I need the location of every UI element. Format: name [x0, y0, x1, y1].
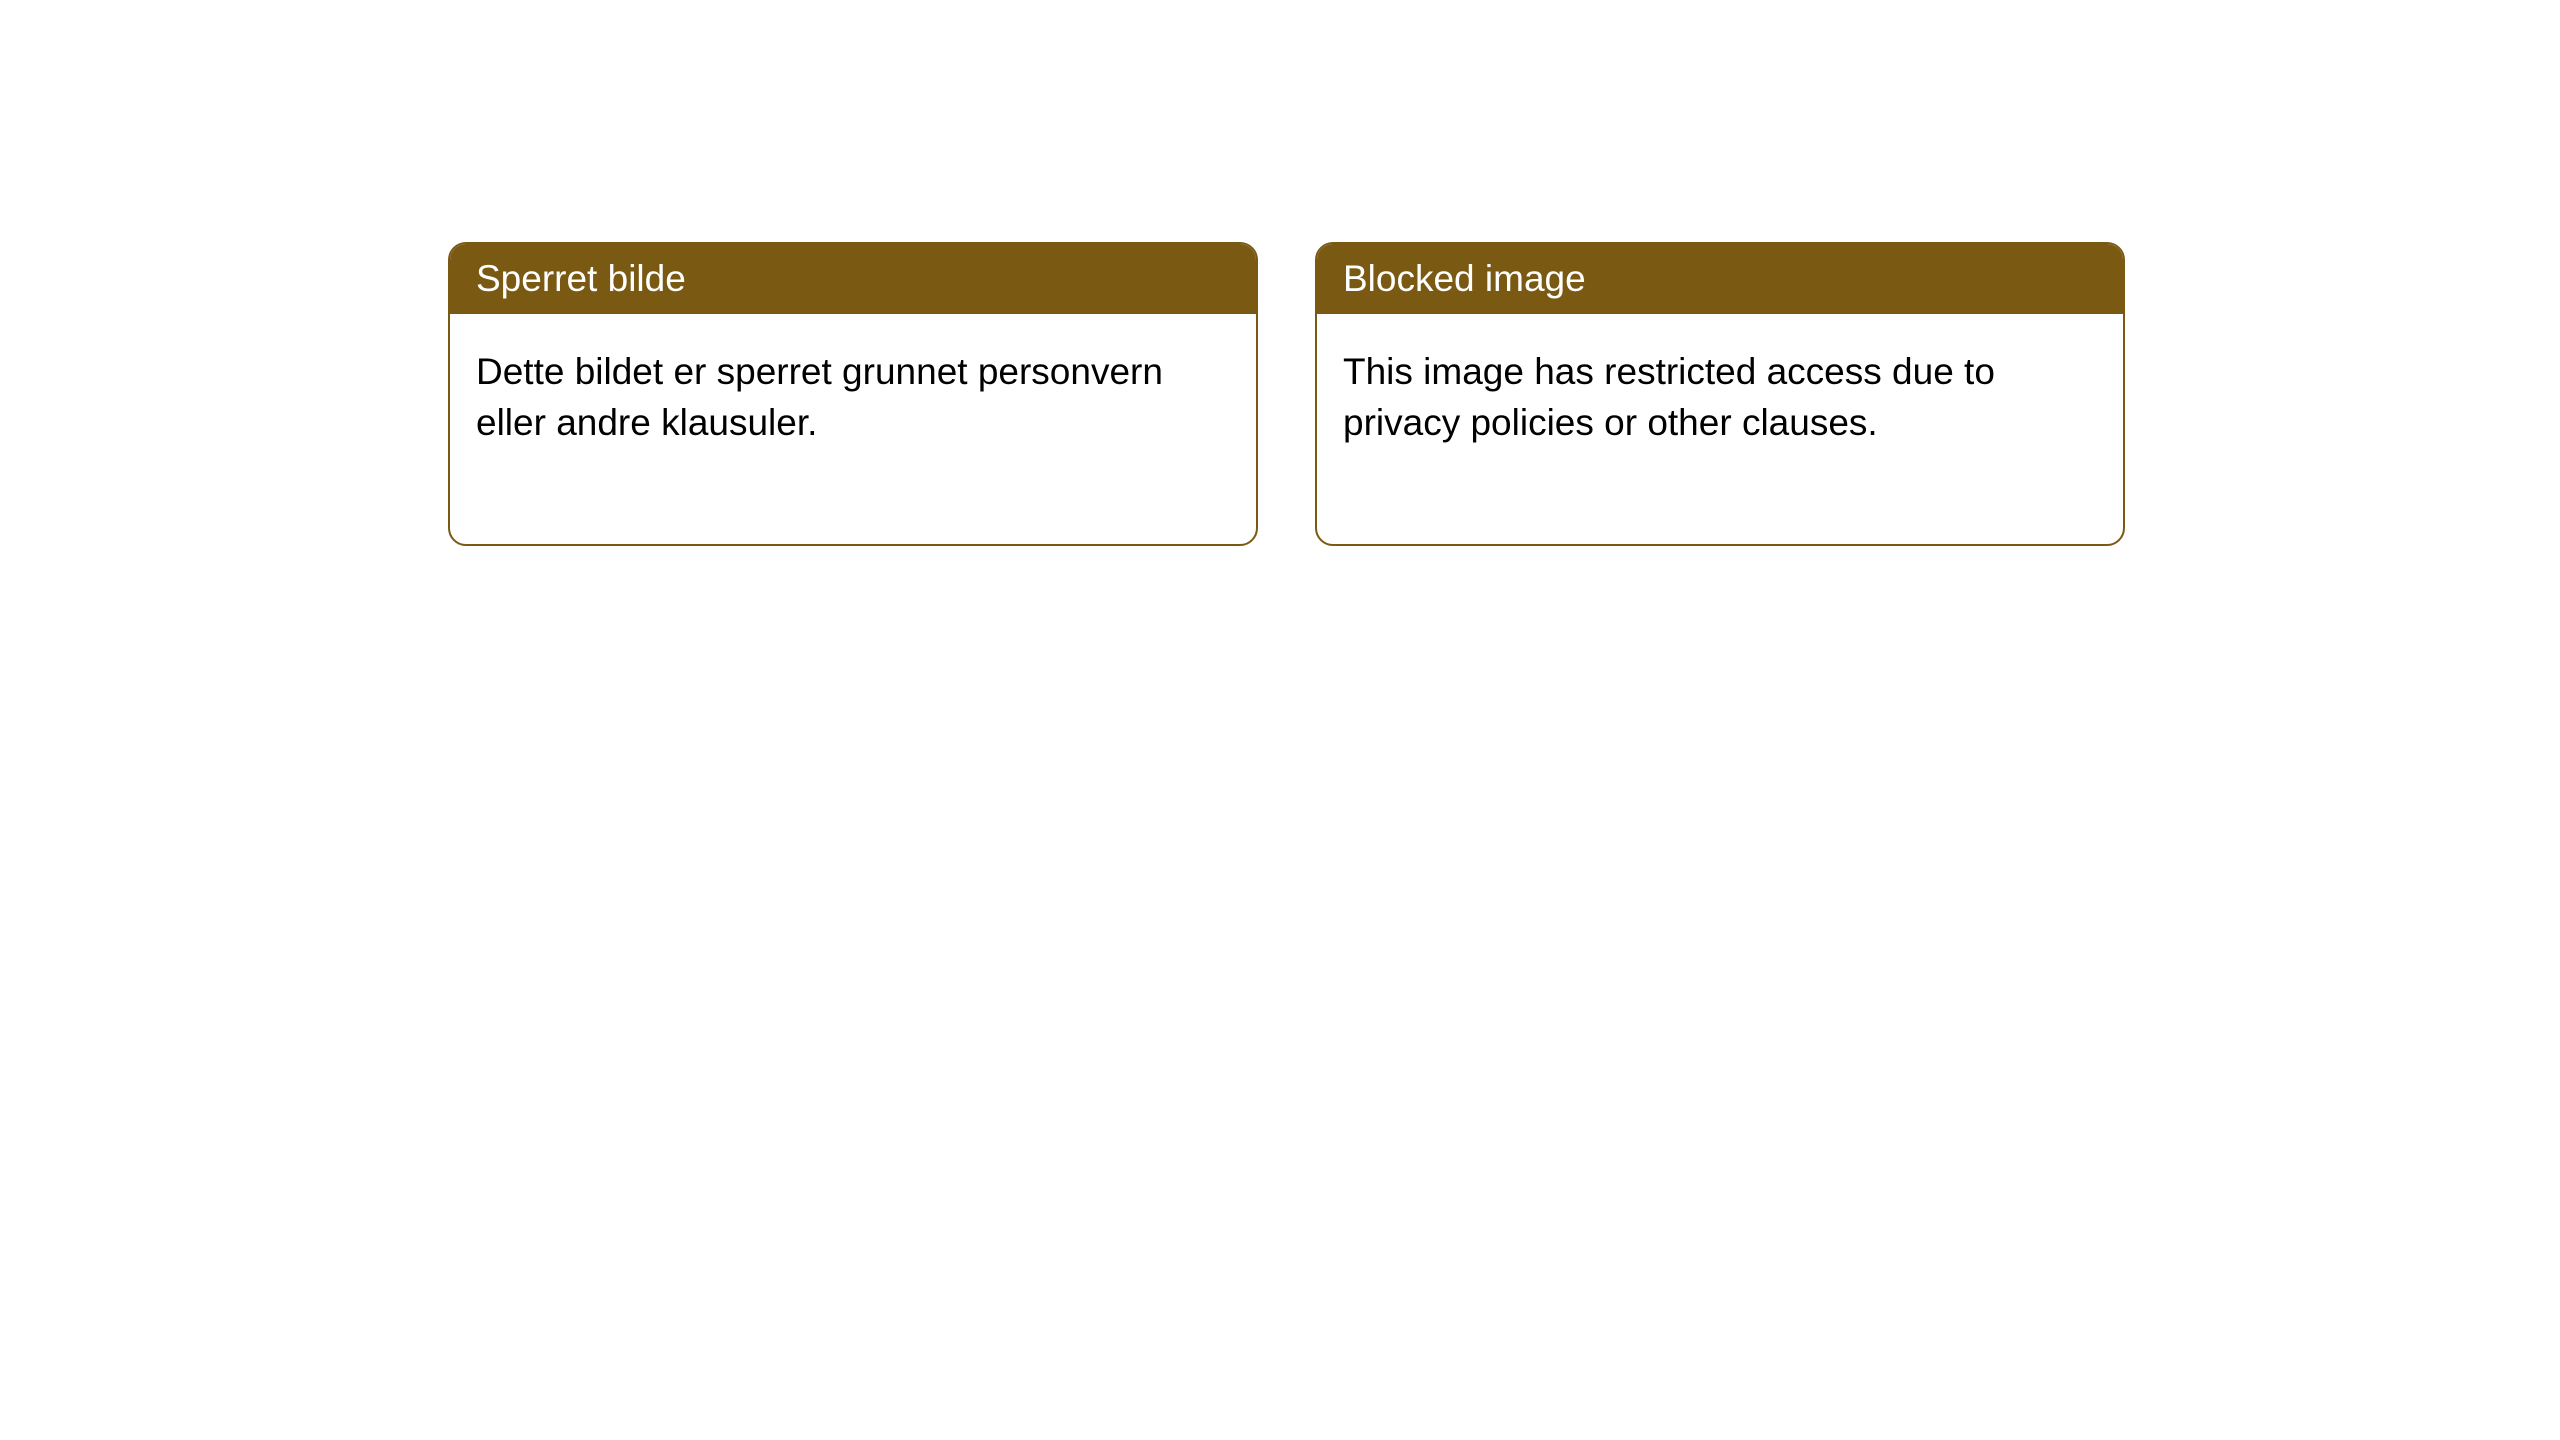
notice-box-norwegian: Sperret bilde Dette bildet er sperret gr…: [448, 242, 1258, 546]
notice-title: Sperret bilde: [476, 258, 686, 299]
notice-body: Dette bildet er sperret grunnet personve…: [450, 314, 1256, 544]
notice-text: This image has restricted access due to …: [1343, 351, 1995, 443]
notice-box-english: Blocked image This image has restricted …: [1315, 242, 2125, 546]
notice-header: Sperret bilde: [450, 244, 1256, 314]
notice-body: This image has restricted access due to …: [1317, 314, 2123, 544]
notice-header: Blocked image: [1317, 244, 2123, 314]
notice-container: Sperret bilde Dette bildet er sperret gr…: [0, 0, 2560, 546]
notice-title: Blocked image: [1343, 258, 1586, 299]
notice-text: Dette bildet er sperret grunnet personve…: [476, 351, 1163, 443]
